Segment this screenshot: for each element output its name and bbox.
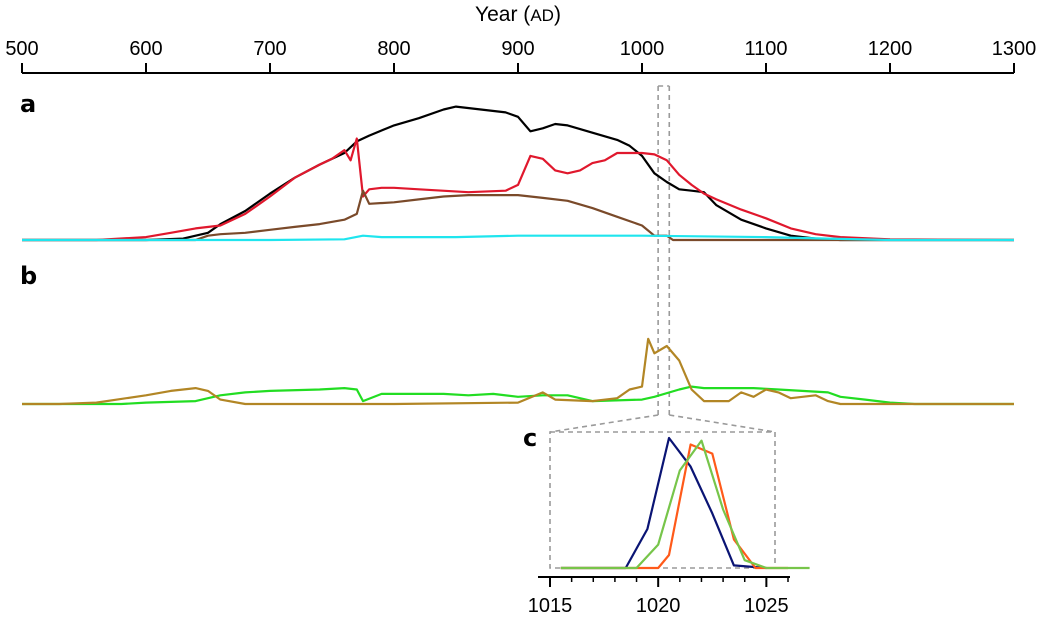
series-line-brown [22, 189, 1014, 242]
zoom-line-left [549, 414, 659, 433]
top-axis-tick-label: 900 [501, 38, 534, 60]
top-axis-tick-label: 1300 [992, 38, 1037, 60]
top-axis-tick-label: 1100 [744, 38, 787, 60]
zoom-box [549, 431, 776, 569]
inset-axis-tick-label: 1025 [744, 595, 789, 617]
inset-series-navy [560, 436, 767, 570]
panel-a-label: a [20, 90, 36, 118]
panel-a [22, 105, 1015, 242]
series-line-ochre [22, 337, 1014, 406]
inset-axis-tick-label: 1015 [528, 595, 573, 617]
x-axis-title-unit: AD [530, 6, 554, 25]
zoom-line-right [669, 414, 776, 433]
panel-b [22, 337, 1014, 406]
x-axis-title-main: Year ( [475, 3, 530, 26]
panel-b-label: b [20, 262, 37, 290]
series-line-red [22, 137, 1015, 242]
top-axis-tick-label: 600 [129, 38, 162, 60]
inset-series-orange [560, 443, 788, 570]
inset-series-light-green [560, 439, 810, 570]
series-line-green [22, 385, 1014, 406]
series-line-black [22, 105, 1014, 242]
series-line-cyan [22, 234, 1014, 242]
top-axis-tick-label: 1200 [868, 38, 913, 60]
top-axis-tick-label: 500 [5, 38, 38, 60]
zoom-guides [657, 85, 671, 415]
x-axis-title: Year (AD) [475, 3, 561, 26]
panel-c-label: c [523, 424, 537, 452]
x-axis-title-close: ) [554, 3, 561, 26]
top-x-axis: 500 600 700 800 900 1000 1100 1200 1300 [5, 38, 1037, 74]
top-axis-tick-label: 700 [253, 38, 286, 60]
top-axis-tick-label: 800 [377, 38, 410, 60]
top-axis-tick-label: 1000 [620, 38, 665, 60]
panel-c: 1015 1020 1025 [528, 414, 810, 617]
inset-axis-tick-label: 1020 [636, 595, 681, 617]
